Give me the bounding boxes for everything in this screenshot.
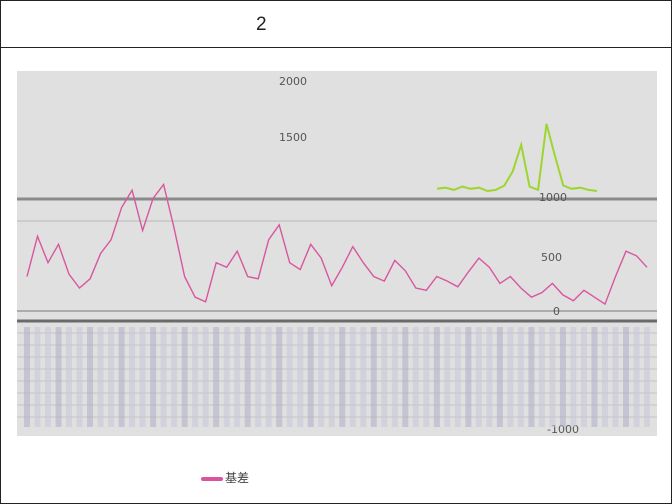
x-tick-band-15: [181, 327, 188, 427]
chart-title: 2: [256, 14, 267, 35]
x-tick-band-21: [244, 327, 251, 427]
x-tick-band-20: [234, 327, 241, 427]
x-tick-band-29: [328, 327, 335, 427]
x-tick-band-7: [97, 327, 104, 427]
legend-swatch-basis: [201, 477, 223, 481]
x-tick-band-11: [139, 327, 146, 427]
y-tick-label-3: 500: [541, 251, 562, 264]
x-tick-band-26: [297, 327, 304, 427]
y-tick-label-4: 0: [553, 305, 560, 318]
y-tick-label-0: 2000: [279, 75, 307, 88]
x-tick-band-34: [381, 327, 388, 427]
x-tick-band-17: [202, 327, 209, 427]
x-tick-band-53: [580, 327, 587, 427]
x-tick-band-41: [454, 327, 461, 427]
x-tick-band-13: [160, 327, 167, 427]
x-tick-band-50: [549, 327, 556, 427]
x-tick-band-52: [570, 327, 577, 427]
x-tick-band-59: [644, 327, 650, 427]
plot-area: 2000 1500 1000 500 0 -1000: [17, 71, 657, 436]
x-tick-band-16: [192, 327, 199, 427]
x-tick-band-5: [76, 327, 83, 427]
x-tick-band-35: [391, 327, 398, 427]
x-tick-band-58: [633, 327, 640, 427]
x-tick-band-32: [360, 327, 367, 427]
x-tick-band-12: [150, 327, 157, 427]
x-tick-band-1: [34, 327, 41, 427]
y-tick-label-1: 1500: [279, 131, 307, 144]
x-tick-band-8: [108, 327, 115, 427]
x-tick-band-10: [129, 327, 136, 427]
x-tick-band-37: [412, 327, 419, 427]
x-tick-band-0: [24, 327, 30, 427]
x-tick-band-18: [213, 327, 220, 427]
series-line-secondary: [436, 123, 598, 193]
x-tick-band-4: [66, 327, 73, 427]
legend-label-basis: 基差: [225, 471, 250, 485]
x-tick-band-39: [433, 327, 440, 427]
x-tick-band-49: [538, 327, 545, 427]
x-tick-band-42: [465, 327, 472, 427]
x-tick-band-3: [55, 327, 62, 427]
x-tick-band-47: [517, 327, 524, 427]
x-tick-band-43: [475, 327, 482, 427]
x-tick-band-25: [286, 327, 293, 427]
x-tick-band-22: [255, 327, 262, 427]
x-tick-band-54: [591, 327, 598, 427]
x-tick-band-51: [559, 327, 566, 427]
x-tick-band-9: [118, 327, 125, 427]
x-tick-band-46: [507, 327, 514, 427]
x-tick-band-14: [171, 327, 178, 427]
x-tick-band-55: [601, 327, 608, 427]
title-row: 2: [1, 1, 671, 48]
y-tick-label-2: 1000: [539, 191, 567, 204]
x-tick-band-27: [307, 327, 314, 427]
x-tick-band-45: [496, 327, 503, 427]
x-tick-band-36: [402, 327, 409, 427]
x-tick-band-2: [45, 327, 52, 427]
x-tick-band-24: [276, 327, 283, 427]
series-line-basis: [26, 182, 648, 306]
x-tick-band-40: [444, 327, 451, 427]
x-tick-band-57: [622, 327, 629, 427]
x-tick-band-56: [612, 327, 619, 427]
x-tick-band-28: [318, 327, 325, 427]
x-tick-band-30: [339, 327, 346, 427]
x-tick-band-6: [87, 327, 94, 427]
x-tick-band-38: [423, 327, 430, 427]
x-tick-band-19: [223, 327, 230, 427]
x-tick-band-44: [486, 327, 493, 427]
x-tick-band-23: [265, 327, 272, 427]
x-tick-band-31: [349, 327, 356, 427]
x-tick-band-48: [528, 327, 535, 427]
x-tick-band-33: [370, 327, 377, 427]
